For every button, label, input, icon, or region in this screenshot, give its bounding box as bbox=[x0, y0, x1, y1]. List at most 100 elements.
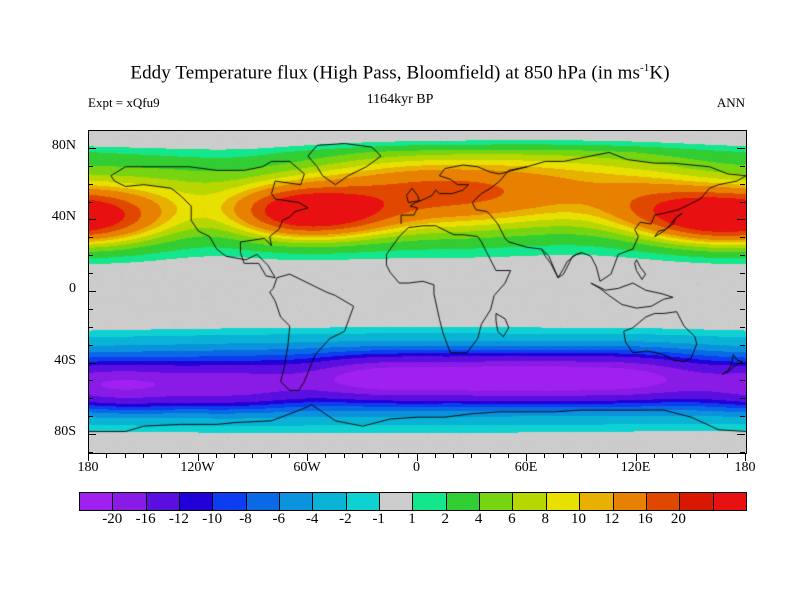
y-axis-tick bbox=[740, 416, 745, 417]
page-title-superscript: -1 bbox=[640, 62, 649, 74]
y-axis-tick bbox=[88, 291, 96, 292]
map-data-layer bbox=[89, 131, 746, 453]
colorbar-swatch bbox=[480, 493, 513, 510]
y-axis-tick bbox=[740, 166, 745, 167]
y-axis-label: 40S bbox=[30, 353, 76, 369]
x-axis-tick bbox=[727, 453, 728, 458]
y-axis-tick bbox=[740, 237, 745, 238]
x-axis-label: 120W bbox=[168, 460, 228, 476]
x-axis-tick bbox=[289, 453, 290, 458]
y-axis-tick bbox=[737, 363, 745, 364]
colorbar-swatch bbox=[413, 493, 446, 510]
y-axis-tick bbox=[740, 202, 745, 203]
colorbar-swatch bbox=[180, 493, 213, 510]
x-axis-label: 60W bbox=[277, 460, 337, 476]
y-axis-tick bbox=[88, 237, 93, 238]
x-axis-tick bbox=[252, 453, 253, 458]
y-axis-tick bbox=[740, 130, 745, 131]
y-axis-tick bbox=[740, 380, 745, 381]
x-axis-tick bbox=[672, 453, 673, 458]
colorbar-tick-labels: -20 -16 -12 -10 -8 -6 -4 -2 -1 1 2 4 6 8 10 12 16 20 bbox=[79, 511, 745, 531]
y-axis-tick bbox=[88, 398, 93, 399]
y-axis-tick bbox=[88, 416, 93, 417]
x-axis-tick bbox=[654, 453, 655, 458]
x-axis-tick bbox=[581, 453, 582, 458]
x-axis-tick bbox=[490, 453, 491, 458]
colorbar-swatch bbox=[680, 493, 713, 510]
colorbar-tick-label: 20 bbox=[658, 511, 698, 528]
page-title-main: Eddy Temperature flux (High Pass, Bloomf… bbox=[130, 62, 640, 83]
y-axis-tick bbox=[88, 166, 93, 167]
x-axis-tick bbox=[380, 453, 381, 458]
colorbar-swatch bbox=[447, 493, 480, 510]
y-axis-label: 80N bbox=[30, 138, 76, 154]
page-title: Eddy Temperature flux (High Pass, Bloomf… bbox=[0, 62, 800, 84]
y-axis-tick bbox=[88, 202, 93, 203]
x-axis-tick bbox=[325, 453, 326, 458]
figure-canvas: Eddy Temperature flux (High Pass, Bloomf… bbox=[0, 0, 800, 600]
x-axis-tick bbox=[161, 453, 162, 458]
colorbar[interactable] bbox=[79, 492, 747, 511]
colorbar-swatch bbox=[113, 493, 146, 510]
colorbar-swatch bbox=[714, 493, 746, 510]
colorbar-swatch bbox=[614, 493, 647, 510]
y-axis-tick bbox=[740, 309, 745, 310]
x-axis-tick bbox=[271, 453, 272, 458]
colorbar-swatch bbox=[647, 493, 680, 510]
colorbar-swatch bbox=[547, 493, 580, 510]
x-axis-tick bbox=[234, 453, 235, 458]
y-axis-tick bbox=[740, 184, 745, 185]
y-axis-tick bbox=[88, 309, 93, 310]
x-axis-label: 180 bbox=[715, 460, 775, 476]
y-axis-tick bbox=[737, 434, 745, 435]
y-axis-tick bbox=[88, 327, 93, 328]
y-axis-tick bbox=[740, 273, 745, 274]
x-axis-tick bbox=[471, 453, 472, 458]
x-axis-tick bbox=[563, 453, 564, 458]
y-axis-tick bbox=[88, 434, 96, 435]
x-axis-tick bbox=[617, 453, 618, 458]
x-axis-tick bbox=[125, 453, 126, 458]
x-axis-tick bbox=[435, 453, 436, 458]
x-axis-label: 120E bbox=[606, 460, 666, 476]
y-axis-tick bbox=[88, 345, 93, 346]
y-axis-tick bbox=[740, 255, 745, 256]
colorbar-swatch bbox=[213, 493, 246, 510]
x-axis-tick bbox=[216, 453, 217, 458]
y-axis-tick bbox=[740, 327, 745, 328]
colorbar-swatch bbox=[347, 493, 380, 510]
x-axis-label: 60E bbox=[496, 460, 556, 476]
y-axis-tick bbox=[88, 255, 93, 256]
colorbar-swatch bbox=[247, 493, 280, 510]
y-axis-tick bbox=[737, 291, 745, 292]
y-axis-tick bbox=[88, 130, 93, 131]
x-axis-tick bbox=[709, 453, 710, 458]
y-axis-tick bbox=[740, 345, 745, 346]
colorbar-swatch bbox=[80, 493, 113, 510]
x-axis-tick bbox=[690, 453, 691, 458]
season-label: ANN bbox=[0, 95, 745, 111]
x-axis-tick bbox=[179, 453, 180, 458]
x-axis-tick bbox=[508, 453, 509, 458]
colorbar-swatch bbox=[380, 493, 413, 510]
y-axis-tick bbox=[88, 184, 93, 185]
x-axis-tick bbox=[544, 453, 545, 458]
colorbar-swatch bbox=[580, 493, 613, 510]
x-axis-tick bbox=[106, 453, 107, 458]
x-axis-tick bbox=[344, 453, 345, 458]
colorbar-swatch bbox=[513, 493, 546, 510]
x-axis-tick bbox=[362, 453, 363, 458]
y-axis-tick bbox=[737, 219, 745, 220]
x-axis-tick bbox=[453, 453, 454, 458]
map-plot-area[interactable] bbox=[88, 130, 747, 454]
y-axis-label: 80S bbox=[30, 424, 76, 440]
y-axis-tick bbox=[88, 148, 96, 149]
y-axis-tick bbox=[88, 363, 96, 364]
y-axis-tick bbox=[88, 219, 96, 220]
y-axis-label: 40N bbox=[30, 209, 76, 225]
x-axis-label: 0 bbox=[387, 460, 447, 476]
x-axis-tick bbox=[398, 453, 399, 458]
colorbar-swatch bbox=[147, 493, 180, 510]
y-axis-tick bbox=[88, 452, 93, 453]
colorbar-swatch bbox=[280, 493, 313, 510]
